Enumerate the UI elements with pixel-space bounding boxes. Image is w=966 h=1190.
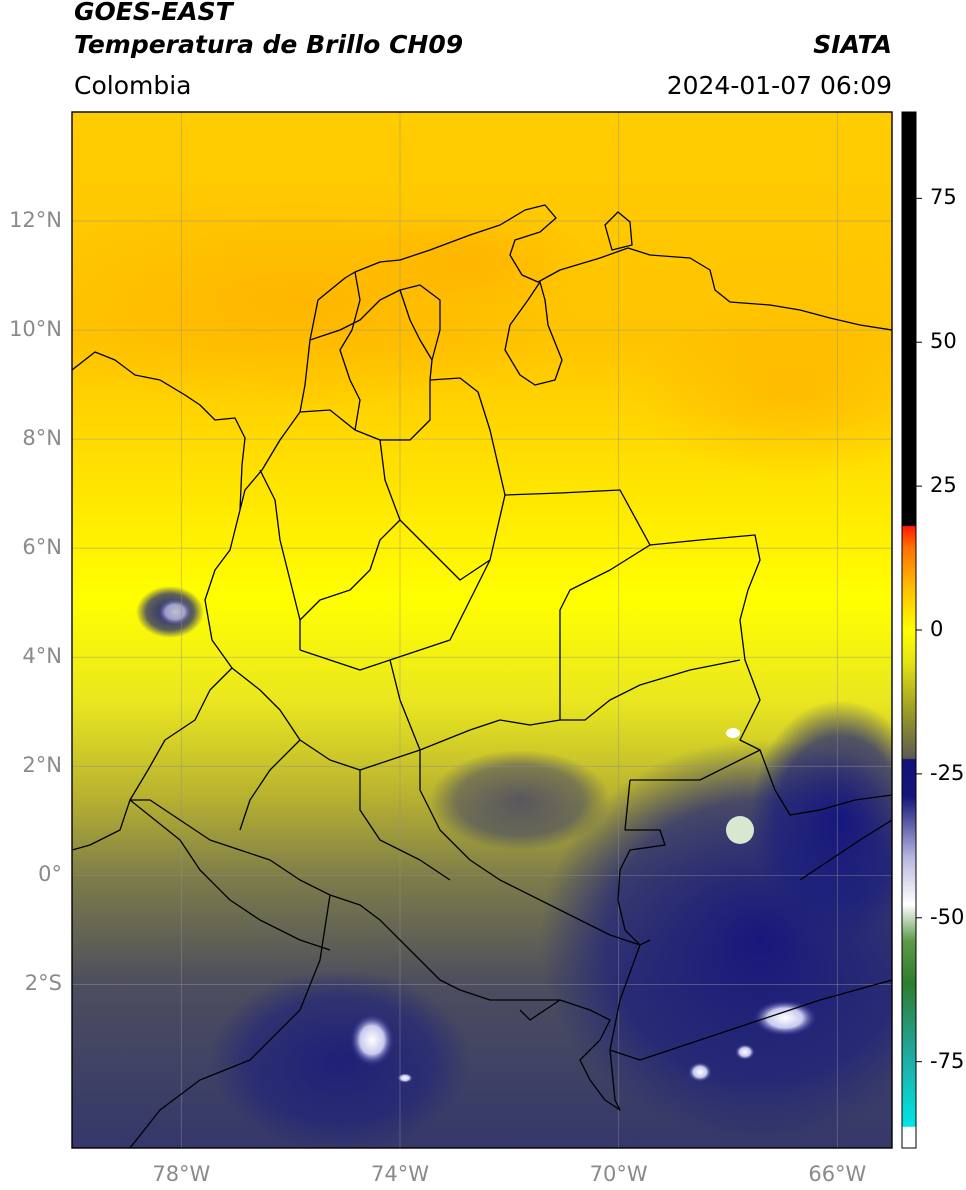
colorbar-tick-label: -75 [930,1048,965,1073]
brightness-temperature-field [72,112,892,1148]
lat-label: 2°S [24,971,62,996]
graticule [72,112,892,1148]
dept-cauca [231,667,421,771]
border-ecuador-peru [129,799,331,951]
colorbar [901,111,922,1149]
product-title: Temperatura de Brillo CH09 [74,30,464,59]
colorbar-tick-label: 50 [930,329,957,354]
dept-magdalena [399,289,433,361]
lat-label: 8°N [22,426,62,451]
dept-narino [239,739,301,831]
dept-caldas [299,519,401,621]
lat-label: 0° [38,862,62,887]
dept-caqueta [359,770,451,881]
border-brazil [609,979,892,1061]
lat-label: 12°N [9,208,62,233]
lat-label: 4°N [22,644,62,669]
lake-maracaibo [504,281,563,386]
border-orinoco [419,659,741,751]
paraguana-peninsula [604,211,633,251]
border-amazon-north [419,750,651,946]
credit-label: SIATA [813,30,892,59]
region-label: Colombia [74,71,192,100]
datetime-label: 2024-01-07 06:09 [666,71,892,100]
colorbar-tick-label: 0 [930,617,944,641]
colorbar-tick-label: 25 [930,473,957,498]
border-venezuela [429,377,892,816]
coastline-caribbean [72,204,892,511]
colorbar-tick-label: -50 [930,904,965,929]
dept-antioquia-west [259,469,301,650]
border-amazon-south [519,999,561,1021]
lon-label: 74°W [371,1162,429,1186]
lat-label: 2°N [22,753,62,778]
coastline-pacific [72,509,241,851]
dept-cesar [309,284,441,381]
lon-label: 70°W [589,1162,648,1186]
border-guainia [630,749,761,781]
lon-label: 78°W [152,1162,211,1186]
border-peru-ecuador [130,799,641,1111]
lat-label: 6°N [22,535,62,560]
colorbar-tick-label: 75 [930,185,957,210]
borders [72,204,892,1148]
border-peru-internal [129,894,331,1148]
lon-label: 66°W [808,1162,867,1186]
border-vaupes [617,779,666,946]
border-meta-vichada [559,544,651,720]
satellite-title: GOES-EAST [74,0,233,26]
dept-huila [389,659,421,751]
border-brazil-east [799,819,892,881]
map-frame [71,111,893,1149]
dept-bolivar [339,271,361,431]
colorbar-tick-label: -25 [930,760,965,785]
lat-label: 10°N [9,317,62,342]
